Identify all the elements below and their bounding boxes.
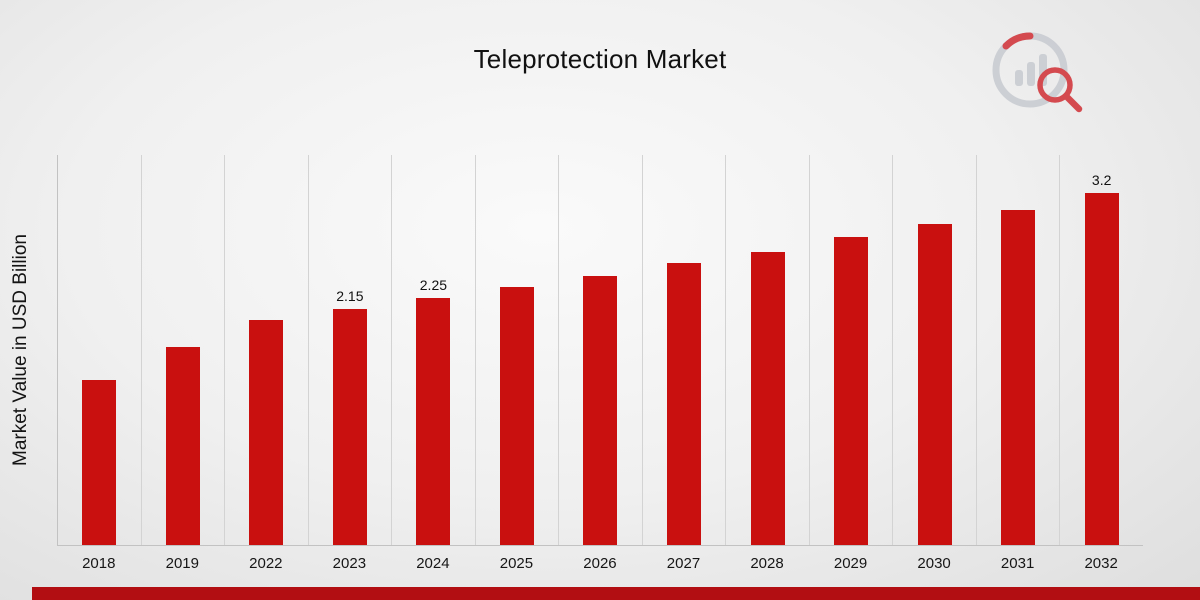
x-tick-2027: 2027 [666, 555, 701, 572]
y-axis-label-wrap: Market Value in USD Billion [0, 155, 42, 545]
bar-2019 [165, 347, 200, 545]
bar-cell [641, 155, 726, 545]
bar-2027 [666, 262, 701, 545]
x-tick-2025: 2025 [499, 555, 534, 572]
x-tick-2023: 2023 [332, 555, 367, 572]
x-tick-2019: 2019 [165, 555, 199, 572]
bottom-ribbon [32, 587, 1200, 600]
bar-2029 [834, 237, 869, 545]
x-tick-2028: 2028 [750, 555, 784, 572]
bar-cell [725, 155, 809, 545]
bar-2031 [1001, 209, 1036, 545]
bar-2018 [82, 380, 117, 545]
x-tick-2024: 2024 [416, 555, 450, 572]
x-tick-2031: 2031 [1000, 555, 1035, 572]
chart-title: Teleprotection Market [473, 44, 727, 74]
bar-cell [892, 155, 976, 545]
bar-2028 [750, 251, 785, 545]
x-tick-2022: 2022 [249, 555, 283, 572]
bar-value-label: 2.25 [419, 276, 448, 293]
bar-value-label: 3.2 [1091, 172, 1112, 189]
bar-cell [558, 155, 642, 545]
bar-cell [140, 155, 225, 545]
x-tick-2018: 2018 [82, 555, 116, 572]
bar-cell [975, 155, 1060, 545]
bar-value-label: 2.15 [336, 287, 364, 304]
x-tick-2026: 2026 [583, 555, 617, 572]
bar-cell [474, 155, 559, 545]
bar-cell [57, 155, 141, 545]
bar-2023: 2.15 [332, 288, 367, 545]
x-tick-2032: 2032 [1084, 555, 1118, 572]
bar-cell [224, 155, 308, 545]
bar-cell [808, 155, 893, 545]
bar-chart-magnifier-logo [992, 32, 1083, 113]
bar-2025 [499, 286, 534, 545]
plot-area: 2.15 2.25 3.2 [57, 155, 1143, 546]
bar-chart: 2.15 2.25 3.2 2018 2019 2022 2023 2024 2025 2026… [57, 155, 1143, 572]
bar-cell: 3.2 [1059, 155, 1143, 545]
y-axis-label: Market Value in USD Billion [10, 234, 31, 466]
x-tick-2030: 2030 [917, 555, 951, 572]
bar-2024: 2.25 [416, 277, 451, 545]
x-tick-2029: 2029 [833, 555, 868, 572]
bar-2022 [249, 319, 284, 545]
bar-2030 [917, 224, 952, 545]
bar-2032: 3.2 [1084, 172, 1119, 545]
x-axis: 2018 2019 2022 2023 2024 2025 2026 2027 2028 2029… [57, 546, 1143, 572]
bar-2026 [583, 275, 618, 545]
bar-cell: 2.25 [391, 155, 475, 545]
bar-cell: 2.15 [307, 155, 392, 545]
